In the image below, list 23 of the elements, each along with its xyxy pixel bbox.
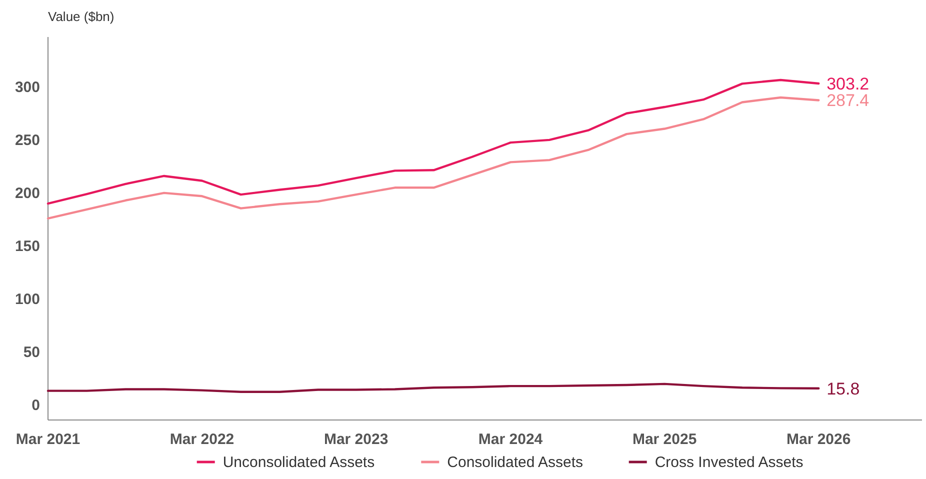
- y-tick-label: 200: [14, 184, 40, 202]
- line-series: [46, 96, 820, 220]
- legend-label: Consolidated Assets: [447, 454, 584, 471]
- y-tick-label: 50: [23, 344, 40, 362]
- x-tick-label: Mar 2022: [170, 431, 234, 448]
- y-axis-title: Value ($bn): [48, 9, 114, 24]
- legend-label: Cross Invested Assets: [654, 454, 804, 471]
- y-tick-label: 100: [14, 291, 40, 308]
- x-tick-label: Mar 2026: [786, 431, 851, 448]
- legend-label: Unconsolidated Assets: [222, 454, 375, 471]
- line-series: [46, 78, 820, 205]
- data-label: 303.2: [826, 74, 870, 94]
- data-label: 15.8: [826, 379, 860, 398]
- line-series: [46, 382, 820, 393]
- y-tick-label: 250: [14, 132, 40, 149]
- y-tick-label: 300: [14, 78, 40, 96]
- x-tick-label: Mar 2023: [324, 431, 388, 448]
- y-tick-label: 0: [32, 397, 40, 414]
- x-tick-label: Mar 2025: [632, 431, 697, 448]
- x-tick-label: Mar 2021: [16, 431, 80, 448]
- y-tick-label: 150: [14, 238, 40, 256]
- x-tick-label: Mar 2024: [478, 431, 544, 448]
- data-label: 287.4: [826, 91, 870, 110]
